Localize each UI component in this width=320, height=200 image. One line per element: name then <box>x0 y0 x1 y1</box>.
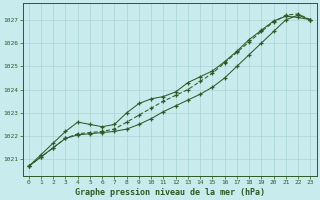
X-axis label: Graphe pression niveau de la mer (hPa): Graphe pression niveau de la mer (hPa) <box>75 188 265 197</box>
